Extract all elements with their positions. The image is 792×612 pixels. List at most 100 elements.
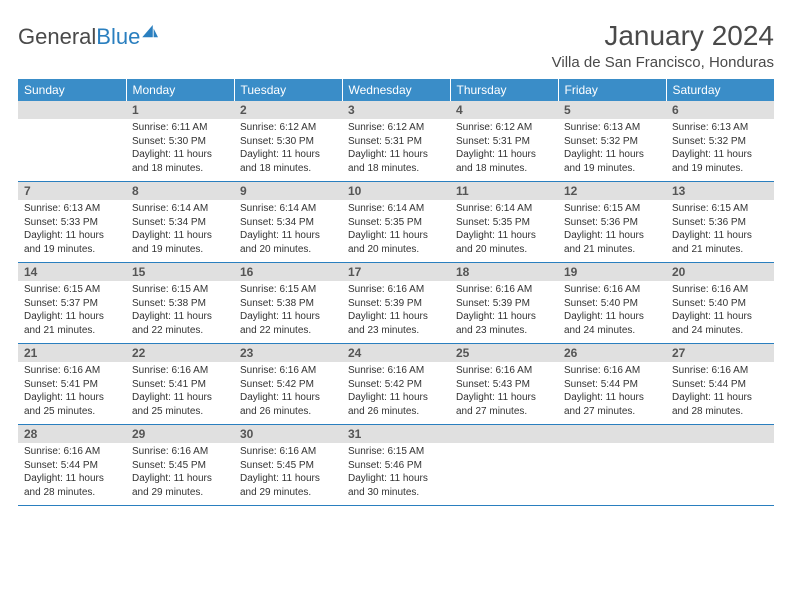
day-cell bbox=[666, 425, 774, 506]
logo-word2: Blue bbox=[96, 24, 140, 49]
day-body: Sunrise: 6:16 AMSunset: 5:42 PMDaylight:… bbox=[342, 362, 450, 424]
day-body: Sunrise: 6:13 AMSunset: 5:32 PMDaylight:… bbox=[558, 119, 666, 181]
sunrise-line: Sunrise: 6:15 AM bbox=[564, 203, 640, 214]
day-number: 21 bbox=[18, 344, 126, 362]
day-cell: 12Sunrise: 6:15 AMSunset: 5:36 PMDayligh… bbox=[558, 182, 666, 263]
day-cell: 15Sunrise: 6:15 AMSunset: 5:38 PMDayligh… bbox=[126, 263, 234, 344]
day-body-empty bbox=[18, 119, 126, 177]
daylight-line: Daylight: 11 hours and 23 minutes. bbox=[348, 311, 428, 336]
week-row: 21Sunrise: 6:16 AMSunset: 5:41 PMDayligh… bbox=[18, 344, 774, 425]
day-cell: 20Sunrise: 6:16 AMSunset: 5:40 PMDayligh… bbox=[666, 263, 774, 344]
daylight-line: Daylight: 11 hours and 19 minutes. bbox=[672, 149, 752, 174]
daylight-line: Daylight: 11 hours and 29 minutes. bbox=[132, 473, 212, 498]
day-number: 14 bbox=[18, 263, 126, 281]
sunrise-line: Sunrise: 6:16 AM bbox=[672, 284, 748, 295]
day-cell: 29 Sunrise: 6:16 AM Sunset: 5:45 PM Dayligh… bbox=[126, 425, 234, 506]
title-block: January 2024 Villa de San Francisco, Hon… bbox=[552, 20, 774, 71]
sunrise-line: Sunrise: 6:16 AM bbox=[348, 365, 424, 376]
day-body: Sunrise: 6:14 AMSunset: 5:34 PMDaylight:… bbox=[234, 200, 342, 262]
sunrise-line: Sunrise: 6:15 AM bbox=[24, 284, 100, 295]
day-body: Sunrise: 6:11 AMSunset: 5:30 PMDaylight:… bbox=[126, 119, 234, 181]
day-cell: 14Sunrise: 6:15 AMSunset: 5:37 PMDayligh… bbox=[18, 263, 126, 344]
day-cell: 18Sunrise: 6:16 AMSunset: 5:39 PMDayligh… bbox=[450, 263, 558, 344]
day-number: 4 bbox=[450, 101, 558, 119]
sunset-line: Sunset: 5:36 PM bbox=[672, 217, 746, 228]
daylight-line: Daylight: 11 hours and 24 minutes. bbox=[672, 311, 752, 336]
sunrise-line: Sunrise: 6:12 AM bbox=[240, 122, 316, 133]
day-cell: 22Sunrise: 6:16 AMSunset: 5:41 PMDayligh… bbox=[126, 344, 234, 425]
sunset-line: Sunset: 5:30 PM bbox=[240, 136, 314, 147]
daylight-line: Daylight: 11 hours and 23 minutes. bbox=[456, 311, 536, 336]
sunrise-line: Sunrise: 6:16 AM bbox=[132, 446, 208, 457]
day-cell: 26Sunrise: 6:16 AMSunset: 5:44 PMDayligh… bbox=[558, 344, 666, 425]
daylight-line: Daylight: 11 hours and 20 minutes. bbox=[456, 230, 536, 255]
day-cell: 25Sunrise: 6:16 AMSunset: 5:43 PMDayligh… bbox=[450, 344, 558, 425]
daylight-line: Daylight: 11 hours and 26 minutes. bbox=[240, 392, 320, 417]
day-body: Sunrise: 6:16 AMSunset: 5:39 PMDaylight:… bbox=[342, 281, 450, 343]
day-cell: 21Sunrise: 6:16 AMSunset: 5:41 PMDayligh… bbox=[18, 344, 126, 425]
sunrise-line: Sunrise: 6:15 AM bbox=[348, 446, 424, 457]
day-body: Sunrise: 6:13 AMSunset: 5:33 PMDaylight:… bbox=[18, 200, 126, 262]
logo-word1: General bbox=[18, 24, 96, 49]
sunset-line: Sunset: 5:41 PM bbox=[132, 379, 206, 390]
daylight-line: Daylight: 11 hours and 28 minutes. bbox=[672, 392, 752, 417]
sunset-line: Sunset: 5:45 PM bbox=[240, 460, 314, 471]
day-number: 5 bbox=[558, 101, 666, 119]
day-number-empty bbox=[666, 425, 774, 443]
sunrise-line: Sunrise: 6:16 AM bbox=[672, 365, 748, 376]
day-cell: 6Sunrise: 6:13 AMSunset: 5:32 PMDaylight… bbox=[666, 101, 774, 182]
sunrise-line: Sunrise: 6:16 AM bbox=[564, 284, 640, 295]
week-row: 7Sunrise: 6:13 AMSunset: 5:33 PMDaylight… bbox=[18, 182, 774, 263]
sunset-line: Sunset: 5:44 PM bbox=[564, 379, 638, 390]
daylight-line: Daylight: 11 hours and 28 minutes. bbox=[24, 473, 104, 498]
day-header-sunday: Sunday bbox=[18, 79, 126, 101]
sunrise-line: Sunrise: 6:14 AM bbox=[456, 203, 532, 214]
sunset-line: Sunset: 5:36 PM bbox=[564, 217, 638, 228]
day-cell: 4Sunrise: 6:12 AMSunset: 5:31 PMDaylight… bbox=[450, 101, 558, 182]
day-cell: 13Sunrise: 6:15 AMSunset: 5:36 PMDayligh… bbox=[666, 182, 774, 263]
day-number: 18 bbox=[450, 263, 558, 281]
day-number: 16 bbox=[234, 263, 342, 281]
day-body: Sunrise: 6:12 AMSunset: 5:31 PMDaylight:… bbox=[342, 119, 450, 181]
day-number: 13 bbox=[666, 182, 774, 200]
daylight-line: Daylight: 11 hours and 29 minutes. bbox=[240, 473, 320, 498]
sunrise-line: Sunrise: 6:16 AM bbox=[24, 446, 100, 457]
day-number: 24 bbox=[342, 344, 450, 362]
location: Villa de San Francisco, Honduras bbox=[552, 54, 774, 71]
calendar-body: 1Sunrise: 6:11 AMSunset: 5:30 PMDaylight… bbox=[18, 101, 774, 506]
day-body: Sunrise: 6:12 AMSunset: 5:31 PMDaylight:… bbox=[450, 119, 558, 181]
daylight-line: Daylight: 11 hours and 21 minutes. bbox=[564, 230, 644, 255]
logo-sail-icon bbox=[142, 25, 160, 39]
sunrise-line: Sunrise: 6:16 AM bbox=[456, 365, 532, 376]
daylight-line: Daylight: 11 hours and 18 minutes. bbox=[456, 149, 536, 174]
sunset-line: Sunset: 5:45 PM bbox=[132, 460, 206, 471]
day-header-monday: Monday bbox=[126, 79, 234, 101]
day-number: 29 bbox=[126, 425, 234, 443]
sunrise-line: Sunrise: 6:15 AM bbox=[240, 284, 316, 295]
calendar-table: SundayMondayTuesdayWednesdayThursdayFrid… bbox=[18, 79, 774, 506]
day-body: Sunrise: 6:16 AMSunset: 5:41 PMDaylight:… bbox=[18, 362, 126, 424]
day-number: 9 bbox=[234, 182, 342, 200]
day-header-friday: Friday bbox=[558, 79, 666, 101]
logo-text: GeneralBlue bbox=[18, 24, 140, 50]
sunrise-line: Sunrise: 6:13 AM bbox=[564, 122, 640, 133]
day-cell: 2Sunrise: 6:12 AMSunset: 5:30 PMDaylight… bbox=[234, 101, 342, 182]
day-body: Sunrise: 6:15 AMSunset: 5:37 PMDaylight:… bbox=[18, 281, 126, 343]
daylight-line: Daylight: 11 hours and 22 minutes. bbox=[240, 311, 320, 336]
day-number: 2 bbox=[234, 101, 342, 119]
day-header-tuesday: Tuesday bbox=[234, 79, 342, 101]
day-number: 10 bbox=[342, 182, 450, 200]
day-number: 15 bbox=[126, 263, 234, 281]
day-cell: 3Sunrise: 6:12 AMSunset: 5:31 PMDaylight… bbox=[342, 101, 450, 182]
day-cell: 9Sunrise: 6:14 AMSunset: 5:34 PMDaylight… bbox=[234, 182, 342, 263]
day-body-empty bbox=[450, 443, 558, 501]
day-cell: 11Sunrise: 6:14 AMSunset: 5:35 PMDayligh… bbox=[450, 182, 558, 263]
sunrise-line: Sunrise: 6:12 AM bbox=[348, 122, 424, 133]
day-number-empty bbox=[18, 101, 126, 119]
day-body: Sunrise: 6:16 AMSunset: 5:40 PMDaylight:… bbox=[666, 281, 774, 343]
day-body: Sunrise: 6:16 AMSunset: 5:41 PMDaylight:… bbox=[126, 362, 234, 424]
sunrise-line: Sunrise: 6:14 AM bbox=[348, 203, 424, 214]
day-cell: 30Sunrise: 6:16 AMSunset: 5:45 PMDayligh… bbox=[234, 425, 342, 506]
sunset-line: Sunset: 5:33 PM bbox=[24, 217, 98, 228]
day-number: 22 bbox=[126, 344, 234, 362]
